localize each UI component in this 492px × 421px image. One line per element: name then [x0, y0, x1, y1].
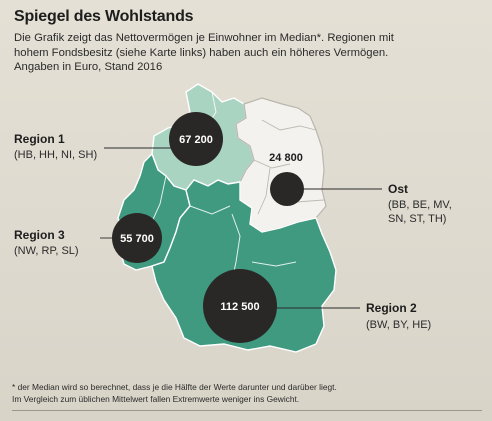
region-3-states: (NW, RP, SL): [14, 245, 79, 257]
region-2-states: (BW, BY, HE): [366, 319, 432, 331]
region-1-states: (HB, HH, NI, SH): [14, 149, 98, 161]
intro-line: Angaben in Euro, Stand 2016: [14, 61, 163, 73]
region-1-label: Region 1: [14, 132, 65, 146]
bubble-region-2: 112 500: [203, 269, 277, 343]
region-2-label: Region 2: [366, 301, 417, 315]
leader-lines: [100, 147, 382, 309]
intro-line: Die Grafik zeigt das Nettovermögen je Ei…: [14, 32, 394, 44]
bubble-value-region-3: 55 700: [120, 233, 154, 245]
region-3-label: Region 3: [14, 228, 65, 242]
ost-states-line: (BB, BE, MV,: [388, 199, 452, 211]
bottom-rule: [12, 410, 482, 411]
ost-states: (BB, BE, MV, SN, ST, TH): [388, 198, 452, 226]
ost-states-line: SN, ST, TH): [388, 213, 447, 225]
bubble-ost: 24 800: [269, 152, 304, 206]
footnote-line: * der Median wird so berechnet, dass je …: [12, 382, 337, 392]
footnote: * der Median wird so berechnet, dass je …: [12, 381, 482, 405]
ost-label: Ost: [388, 182, 409, 196]
region-2-shape: [151, 179, 337, 353]
intro-text: Die Grafik zeigt das Nettovermögen je Ei…: [14, 31, 424, 75]
bubble-region-3: 55 700: [112, 213, 162, 263]
page-title: Spiegel des Wohlstands: [14, 8, 194, 25]
bubble-region-1: 67 200: [169, 112, 223, 166]
footnote-line: Im Vergleich zum üblichen Mittelwert fal…: [12, 394, 300, 404]
bubble-value-ost: 24 800: [269, 152, 303, 164]
bubble-value-region-1: 67 200: [179, 134, 213, 146]
intro-line: hohem Fondsbesitz (siehe Karte links) ha…: [14, 46, 389, 59]
bubble-value-region-2: 112 500: [220, 301, 259, 313]
